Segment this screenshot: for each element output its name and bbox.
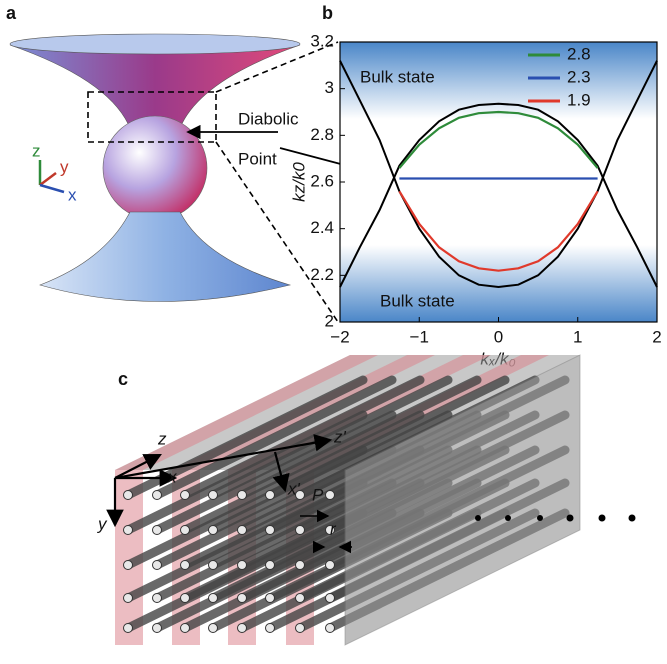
- rod-end: [238, 526, 247, 535]
- rod-end: [124, 526, 133, 535]
- rod-end: [181, 594, 190, 603]
- y-tick-label: 2.6: [310, 171, 334, 190]
- rod-end: [153, 561, 162, 570]
- rod-end: [181, 561, 190, 570]
- rod-end: [181, 624, 190, 633]
- label: x: [167, 467, 177, 486]
- y-tick-label: 2.2: [310, 265, 334, 284]
- rod-end: [326, 624, 335, 633]
- label: z': [333, 427, 347, 446]
- rod-end: [326, 491, 335, 500]
- rod-end: [266, 594, 275, 603]
- figure: a b c z y x Diabolic Point Bulk state Bu…: [0, 0, 667, 664]
- x-tick-label: 0: [494, 327, 503, 346]
- panel-label: a: [6, 3, 17, 23]
- rod-end: [153, 594, 162, 603]
- rod-array: [115, 355, 580, 645]
- rod-end: [238, 594, 247, 603]
- y-axis-label: kz/k0: [289, 162, 308, 202]
- label: y: [97, 514, 108, 533]
- rod-end: [153, 624, 162, 633]
- rod-end: [124, 594, 133, 603]
- annotation: Bulk state: [360, 67, 435, 86]
- rod-end: [209, 491, 218, 500]
- legend-label: 2.3: [567, 67, 591, 86]
- axis-x: x: [68, 185, 77, 204]
- rod-end: [209, 526, 218, 535]
- annotation: Diabolic: [238, 109, 299, 128]
- annotation: Bulk state: [380, 291, 455, 310]
- rod-end: [296, 594, 305, 603]
- rod-end: [181, 526, 190, 535]
- axis-z: z: [32, 141, 41, 160]
- rod-end: [124, 624, 133, 633]
- label: x': [287, 479, 301, 498]
- rod-end: [266, 491, 275, 500]
- rod-end: [266, 526, 275, 535]
- x-tick-label: 1: [573, 327, 582, 346]
- page: a b c z y x Diabolic Point Bulk state Bu…: [0, 0, 667, 664]
- rod-end: [209, 594, 218, 603]
- rod-end: [209, 561, 218, 570]
- rod-end: [266, 561, 275, 570]
- rod-end: [266, 624, 275, 633]
- rod-end: [238, 491, 247, 500]
- rod-end: [153, 491, 162, 500]
- rod-end: [209, 624, 218, 633]
- rod-end: [238, 624, 247, 633]
- rod-end: [124, 561, 133, 570]
- label: z: [157, 429, 167, 448]
- y-tick-label: 3.2: [310, 31, 334, 50]
- label: P: [312, 485, 324, 504]
- rod-end: [296, 624, 305, 633]
- rod-end: [296, 526, 305, 535]
- rod-end: [124, 491, 133, 500]
- y-tick-label: 2: [325, 311, 334, 330]
- y-tick-label: 2.8: [310, 125, 334, 144]
- rod-end: [238, 561, 247, 570]
- x-tick-label: 2: [652, 327, 661, 346]
- rod-end: [326, 594, 335, 603]
- rod-end: [326, 561, 335, 570]
- axis-y: y: [60, 157, 69, 176]
- y-tick-label: 2.4: [310, 218, 334, 237]
- legend-label: 2.8: [567, 44, 591, 63]
- rod-end: [181, 491, 190, 500]
- y-tick-label: 3: [325, 78, 334, 97]
- legend-label: 1.9: [567, 90, 591, 109]
- panel-label: b: [322, 3, 333, 23]
- rod-end: [153, 526, 162, 535]
- annotation: Point: [238, 149, 277, 168]
- panel-label: c: [118, 369, 128, 389]
- rod-end: [296, 561, 305, 570]
- x-tick-label: −1: [410, 327, 429, 346]
